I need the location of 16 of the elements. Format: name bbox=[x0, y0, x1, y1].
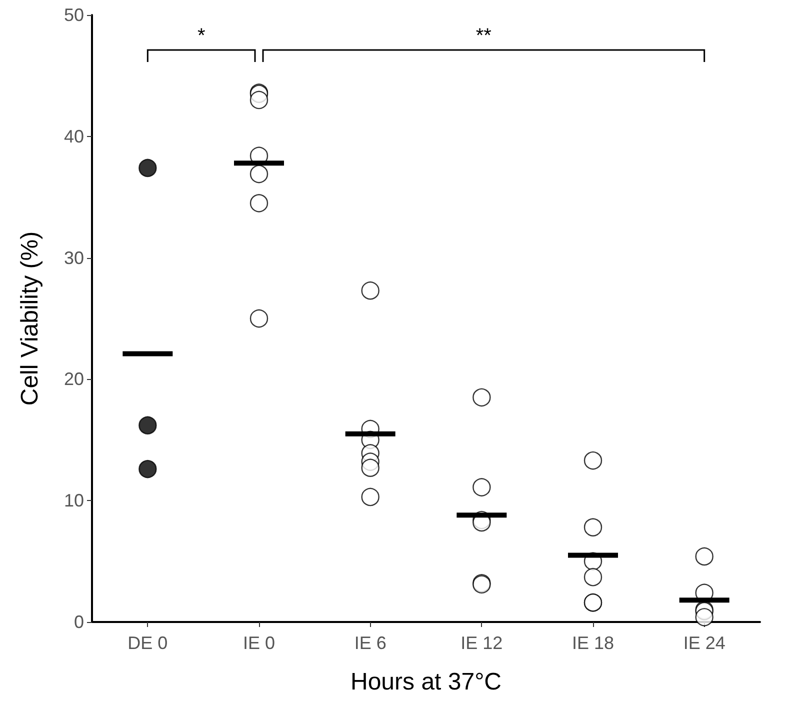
x-tick-label: IE 6 bbox=[354, 633, 386, 653]
x-tick-label: IE 0 bbox=[242, 633, 276, 653]
y-tick-label: 30 bbox=[64, 248, 84, 268]
y-tick-label: 0 bbox=[74, 612, 84, 632]
x-tick-label: IE 18 bbox=[572, 633, 614, 653]
y-tick-label: 20 bbox=[64, 369, 84, 390]
x-tick-label: IE 24 bbox=[683, 633, 726, 653]
x-tick-label: IE 12 bbox=[460, 633, 503, 653]
y-axis-title: Cell Viability (%) bbox=[16, 231, 44, 406]
annotation: * bbox=[197, 25, 206, 47]
y-tick-label: 40 bbox=[64, 126, 84, 146]
x-axis-title: Hours at 37°C bbox=[350, 668, 502, 696]
x-tick-label: DE 0 bbox=[128, 633, 168, 653]
y-tick-label: 10 bbox=[64, 490, 84, 511]
y-tick-label: 50 bbox=[64, 5, 84, 25]
annotation: ** bbox=[476, 25, 492, 47]
